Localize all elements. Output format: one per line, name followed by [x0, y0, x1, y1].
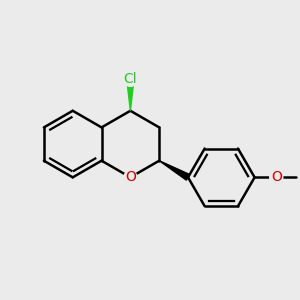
Circle shape — [123, 71, 138, 86]
Text: O: O — [271, 170, 282, 184]
Polygon shape — [127, 82, 134, 111]
Polygon shape — [159, 161, 190, 180]
Text: O: O — [125, 170, 136, 184]
Text: Cl: Cl — [124, 72, 137, 86]
Circle shape — [124, 171, 137, 184]
Circle shape — [270, 171, 283, 184]
